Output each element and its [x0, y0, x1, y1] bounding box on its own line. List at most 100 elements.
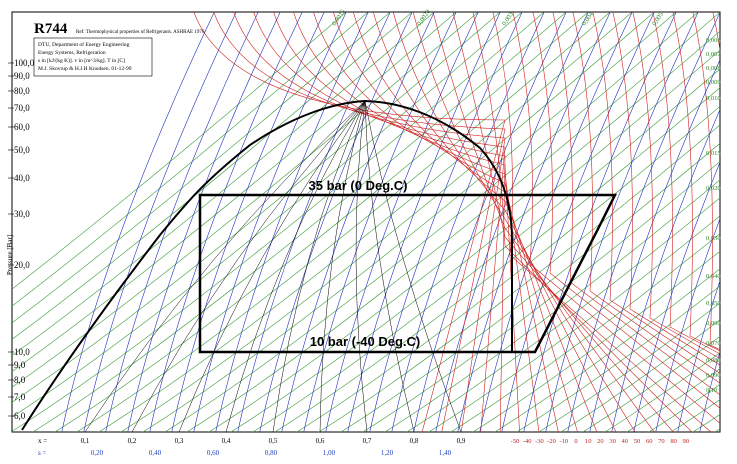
- isochore: [648, 384, 720, 432]
- volume-label: 0,080: [706, 357, 721, 364]
- isochore: [12, 12, 457, 372]
- isentrope: [479, 12, 633, 432]
- volume-label: 0,015: [706, 150, 721, 157]
- isentrope: [435, 12, 589, 432]
- isentrope: [501, 12, 655, 432]
- volume-label: 0,10: [706, 387, 717, 394]
- volume-label: 0,007: [706, 51, 721, 58]
- temperature-tick-label: 80: [670, 438, 677, 445]
- subtitle: Ref: Thermophysical properties of Refrig…: [76, 30, 205, 35]
- isotherm: [512, 12, 720, 424]
- isochore: [384, 179, 720, 432]
- isentrope: [545, 12, 699, 432]
- volume-label: 0,090: [706, 372, 721, 379]
- isochore: [626, 368, 720, 432]
- isotherm: [372, 12, 598, 432]
- y-tick-label: 20,0: [14, 260, 30, 270]
- isochore: [560, 319, 720, 432]
- isotherm: [193, 12, 506, 432]
- y-tick-label: 30,0: [14, 209, 30, 219]
- quality-line: [355, 100, 368, 432]
- s-tick-label: 1,20: [381, 449, 394, 457]
- annotation: 10 bar (-40 Deg.C): [310, 334, 421, 349]
- temperature-tick-label: 0: [574, 438, 577, 445]
- temperature-tick-label: -30: [535, 438, 544, 445]
- property-lines: [12, 0, 737, 440]
- y-tick-label: 10,0: [14, 347, 30, 357]
- saturation-dome: [21, 99, 513, 431]
- isotherm: [632, 12, 720, 360]
- isochore: [724, 0, 737, 440]
- isochore: [362, 161, 720, 432]
- x-tick-label: 0,9: [457, 437, 466, 445]
- isochore: [12, 12, 523, 418]
- temperature-tick-label: -20: [547, 438, 556, 445]
- info-line: s in [kJ/(kg K)]. v in [m^3/kg]. T in [C…: [38, 57, 125, 64]
- isentrope: [127, 12, 281, 432]
- title: R744: [34, 21, 68, 37]
- isochore: [274, 87, 720, 432]
- y-tick-label: 80,0: [14, 86, 30, 96]
- isentrope: [105, 12, 259, 432]
- isotherm: [692, 12, 720, 350]
- isochore: [604, 352, 720, 432]
- isentrope: [171, 12, 325, 432]
- isochore: [516, 285, 720, 432]
- isotherm: [612, 12, 720, 366]
- x-tick-label: 0,3: [175, 437, 184, 445]
- volume-label: 0,050: [706, 300, 721, 307]
- volume-label: 0,010: [706, 95, 721, 102]
- isochore: [32, 12, 567, 432]
- isotherm: [552, 12, 720, 396]
- temperature-tick-label: -40: [523, 438, 532, 445]
- isochore: [120, 12, 655, 432]
- isentrope: [61, 12, 215, 432]
- quality-line: [225, 100, 366, 432]
- isentrope: [347, 12, 501, 432]
- isentrope: [589, 59, 720, 432]
- s-tick-label: 0,80: [265, 449, 278, 457]
- s-tick-label: 1,00: [323, 449, 336, 457]
- isochore: [538, 302, 720, 432]
- temperature-tick-label: 40: [622, 438, 629, 445]
- s-tick-label: 0,60: [207, 449, 220, 457]
- s-label: s =: [38, 449, 46, 457]
- s-tick-label: 0,20: [91, 449, 104, 457]
- y-tick-label: 50,0: [14, 145, 30, 155]
- isochore: [76, 12, 611, 432]
- isotherm: [652, 12, 720, 355]
- isochore: [450, 233, 720, 432]
- volume-label: 0,008: [706, 65, 721, 72]
- volume-label: 0,006: [706, 37, 721, 44]
- y-tick-label: 6,0: [14, 411, 26, 421]
- s-tick-label: 1,40: [439, 449, 452, 457]
- info-line: M.J. Skovrup & H.J.H Knudsen. 01-12-99: [38, 66, 132, 72]
- isochore: [12, 12, 369, 307]
- isochore: [582, 336, 720, 432]
- isentrope: [633, 161, 720, 432]
- isochore: [670, 399, 720, 432]
- isentrope: [567, 12, 720, 432]
- isotherm: [313, 12, 540, 432]
- info-line: Energy Systems, Refrigeration: [38, 49, 106, 56]
- temperature-tick-label: 30: [609, 438, 616, 445]
- isotherm: [592, 12, 720, 374]
- temperature-tick-label: 10: [585, 438, 592, 445]
- isochore: [12, 12, 347, 290]
- temperature-tick-label: 70: [658, 438, 665, 445]
- isochore: [472, 250, 720, 432]
- temperature-tick-label: -50: [511, 438, 520, 445]
- isentrope: [215, 12, 369, 432]
- volume-label: 0,040: [706, 273, 721, 280]
- x-tick-label: 0,7: [363, 437, 372, 445]
- y-tick-label: 60,0: [14, 122, 30, 132]
- volume-label: 0,030: [706, 235, 721, 242]
- isentrope: [655, 217, 720, 432]
- quality-line: [364, 100, 415, 432]
- volume-label: 0,020: [706, 185, 721, 192]
- isotherm: [712, 12, 720, 53]
- isentrope: [303, 12, 457, 432]
- quality-line: [364, 100, 462, 432]
